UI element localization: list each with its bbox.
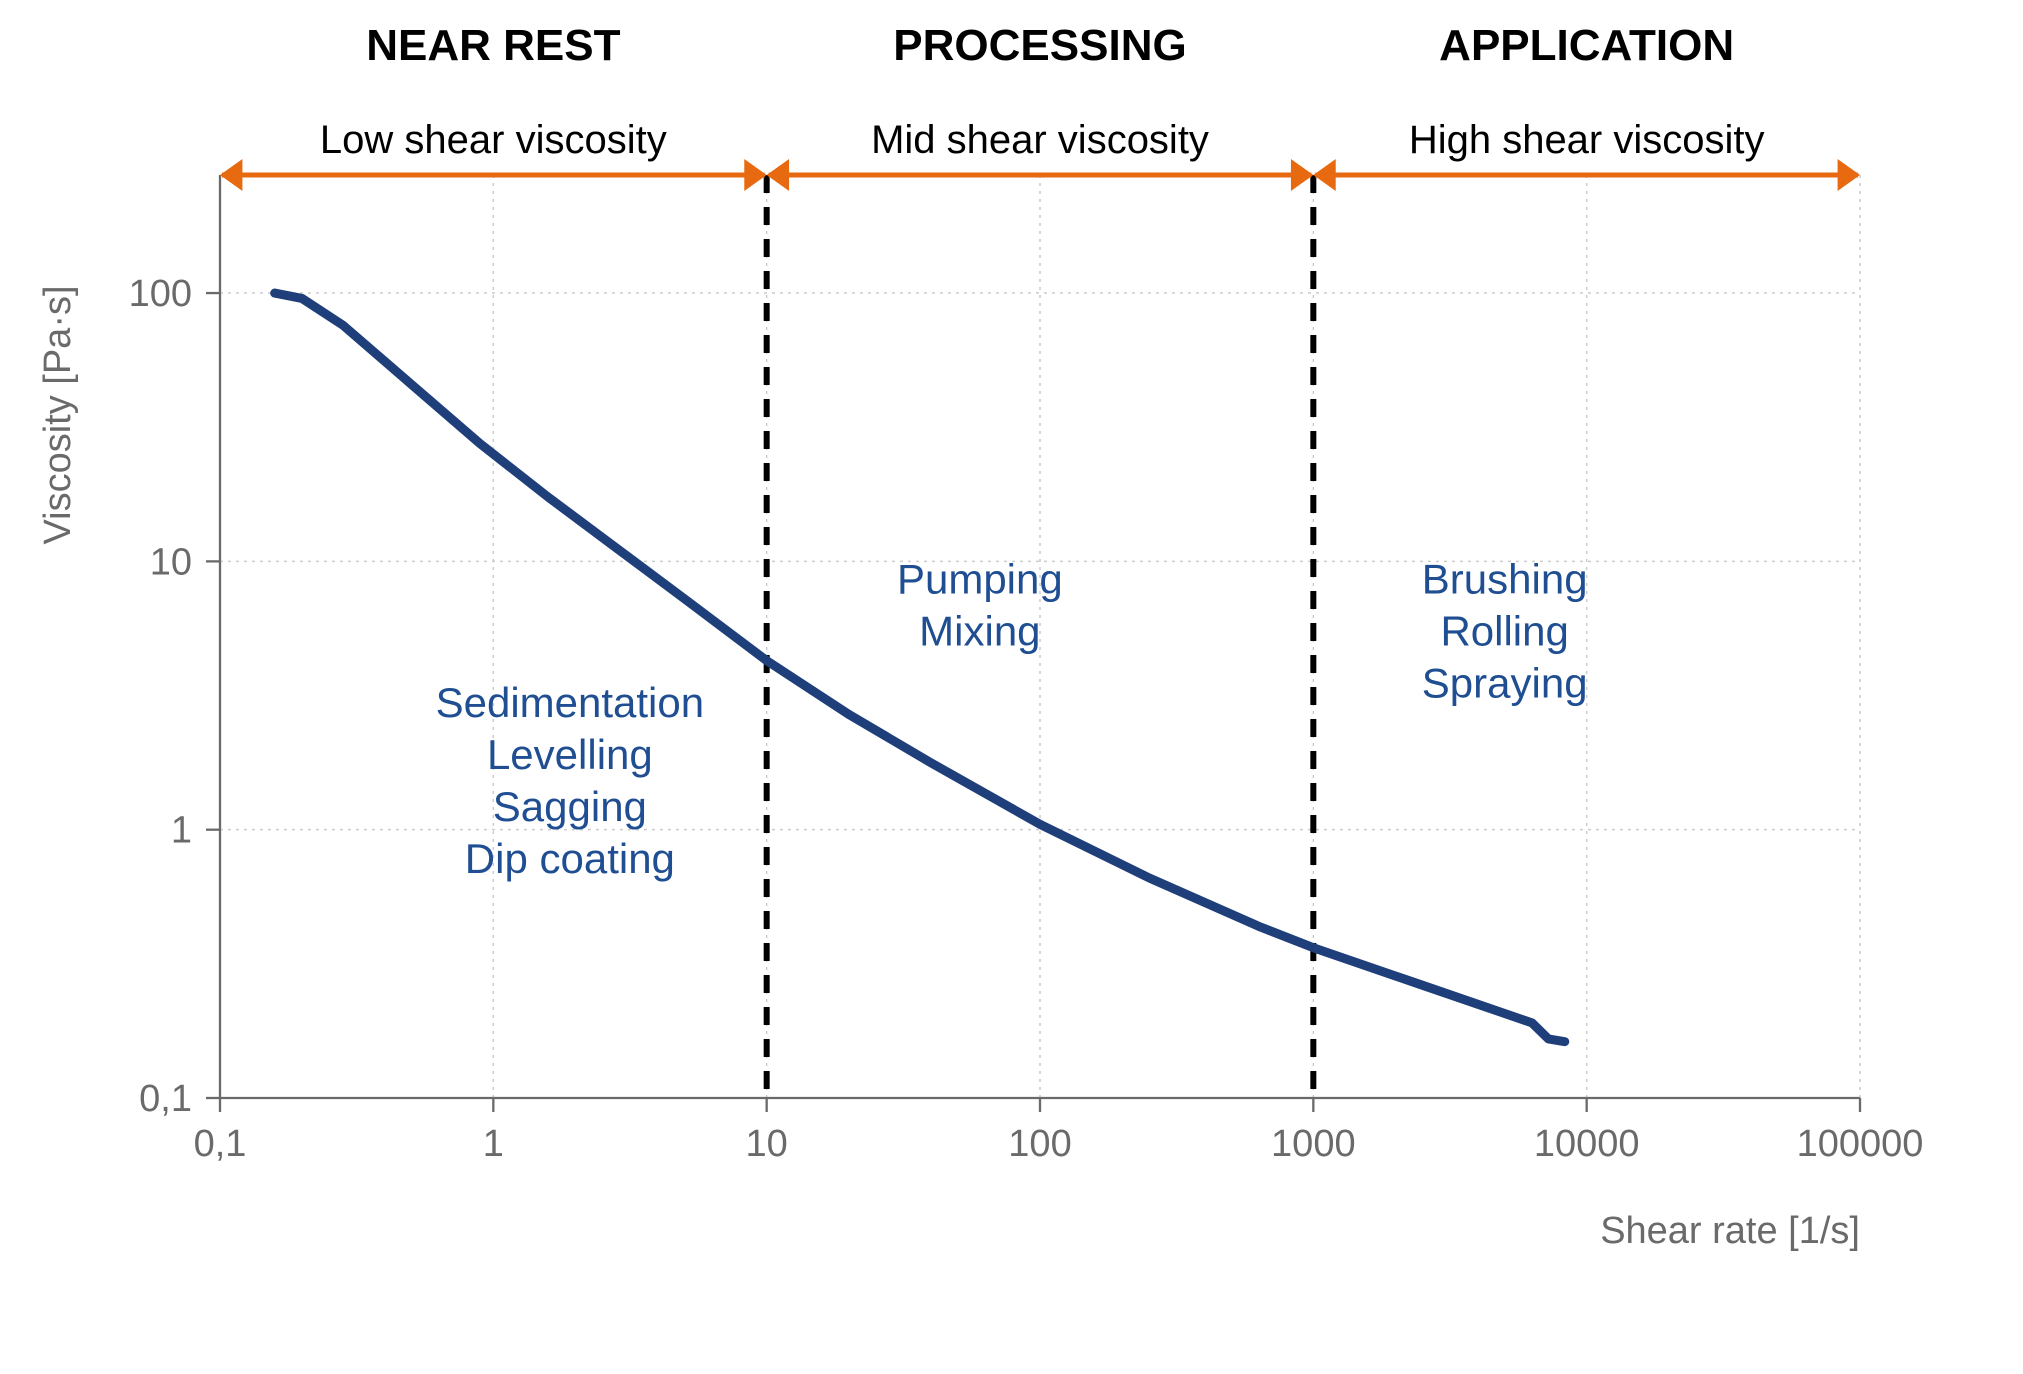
range-label: High shear viscosity (1409, 118, 1765, 162)
region-annotation: Sedimentation (436, 679, 705, 726)
region-annotation: Dip coating (465, 835, 675, 882)
region-annotation: Rolling (1440, 608, 1568, 655)
y-tick-label: 100 (129, 273, 192, 315)
viscosity-shear-chart: 0,1 1 10 100 1000 10000 100000 0,1 1 10 100 Shear r… (0, 0, 2023, 1374)
region-header: APPLICATION (1439, 21, 1734, 70)
x-tick-label: 1 (483, 1123, 504, 1165)
x-tick-label: 0,1 (194, 1123, 247, 1165)
region-annotation: Brushing (1422, 556, 1588, 603)
x-tick-label: 100 (1008, 1123, 1071, 1165)
x-tick-label: 100000 (1797, 1123, 1924, 1165)
region-annotation: Pumping (897, 556, 1063, 603)
y-tick-label: 10 (150, 541, 192, 583)
range-label: Low shear viscosity (320, 118, 667, 162)
y-axis-label: Viscosity [Pa·s] (37, 285, 79, 544)
region-header: NEAR REST (366, 21, 620, 70)
region-annotation: Levelling (487, 731, 653, 778)
region-annotation: Sagging (493, 783, 647, 830)
y-tick-label: 0,1 (139, 1078, 192, 1120)
x-tick-label: 10000 (1534, 1123, 1640, 1165)
chart-svg: 0,1 1 10 100 1000 10000 100000 0,1 1 10 100 Shear r… (0, 0, 2023, 1374)
region-annotation: Mixing (919, 608, 1040, 655)
range-label: Mid shear viscosity (871, 118, 1209, 162)
region-header: PROCESSING (893, 21, 1186, 70)
x-tick-label: 10 (746, 1123, 788, 1165)
x-axis-label: Shear rate [1/s] (1600, 1210, 1860, 1252)
y-tick-label: 1 (171, 810, 192, 852)
x-tick-label: 1000 (1271, 1123, 1356, 1165)
region-annotation: Spraying (1422, 660, 1588, 707)
